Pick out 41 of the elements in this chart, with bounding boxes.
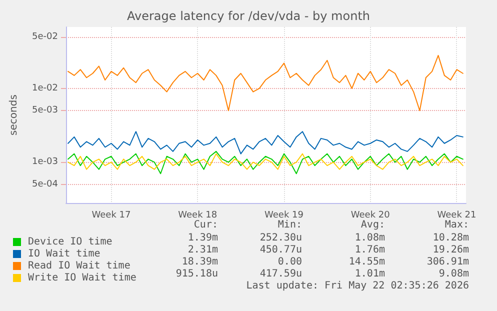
chart-title: Average latency for /dev/vda - by month xyxy=(127,9,370,23)
x-tick-label: Week 17 xyxy=(92,210,131,220)
text: 9.08m xyxy=(438,268,469,280)
text: Cur: xyxy=(194,220,218,230)
text: Max: xyxy=(444,220,469,230)
y-tick-label: 5e-02 xyxy=(32,32,58,42)
x-tick-label: Week 20 xyxy=(350,210,390,220)
y-tick-label: 5e-04 xyxy=(32,179,58,190)
text: 306.91m xyxy=(426,256,469,268)
y-tick-label: 1e-03 xyxy=(32,157,58,168)
text: 1.39m xyxy=(188,232,218,244)
text: 915.18u xyxy=(176,268,218,280)
text: 18.39m xyxy=(182,256,218,268)
text: 417.59u xyxy=(260,268,302,280)
line-series xyxy=(68,54,464,112)
y-tick-label: 1e-02 xyxy=(32,83,58,94)
text: 252.30u xyxy=(260,232,302,244)
y-axis-title: seconds xyxy=(8,94,20,136)
line-series xyxy=(68,131,464,154)
x-tick-label: Week 18 xyxy=(178,210,218,220)
x-tick-label: Week 19 xyxy=(264,210,304,220)
text: 19.26m xyxy=(432,244,469,256)
text: 2.31m xyxy=(188,244,218,256)
legend-label: IO Wait time xyxy=(28,248,100,260)
text: 14.55m xyxy=(348,256,385,268)
text: 1.76m xyxy=(354,244,385,256)
line-series xyxy=(68,153,464,170)
text: Last update: Fri May 22 02:35:26 2026 xyxy=(246,280,469,292)
legend-label: Device IO time xyxy=(28,236,112,248)
text: Avg: xyxy=(360,220,385,230)
legend-label: Write IO Wait time xyxy=(28,272,136,284)
text: 10.28m xyxy=(432,232,469,244)
text: 1.01m xyxy=(354,268,385,280)
text: 0.00 xyxy=(278,256,302,268)
text: 450.77u xyxy=(260,244,302,256)
y-tick-label: 5e-03 xyxy=(32,106,58,116)
legend-label: Read IO Wait time xyxy=(28,260,130,272)
x-tick-label: Week 21 xyxy=(437,210,476,220)
text: Min: xyxy=(278,220,302,230)
text: 1.08m xyxy=(354,232,385,244)
line-series xyxy=(68,150,464,174)
